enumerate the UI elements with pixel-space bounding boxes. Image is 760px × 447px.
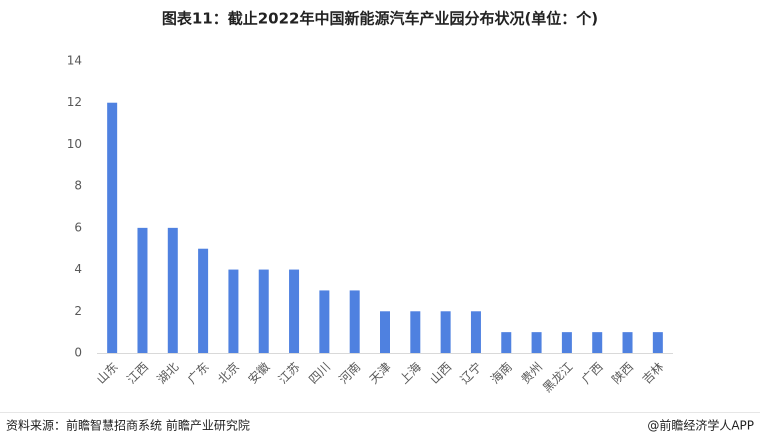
bar	[410, 311, 421, 353]
x-tick-label: 天津	[367, 360, 394, 387]
x-tick-label: 湖北	[154, 359, 182, 387]
x-tick-label: 河南	[336, 359, 364, 387]
y-tick-label: 8	[74, 179, 82, 193]
bar	[258, 269, 269, 353]
bar	[107, 102, 118, 353]
x-tick-label: 陕西	[609, 359, 637, 387]
x-tick-label: 上海	[396, 359, 424, 387]
x-tick-label: 海南	[487, 359, 515, 387]
x-tick-label: 广东	[185, 360, 212, 387]
chart-title: 图表11：截止2022年中国新能源汽车产业园分布状况(单位：个)	[162, 10, 598, 28]
brand: @前瞻经济学人APP	[647, 418, 754, 433]
x-tick-label: 吉林	[640, 360, 667, 387]
bar	[349, 290, 360, 353]
bar	[137, 227, 148, 353]
bar	[167, 227, 178, 353]
bar	[622, 332, 633, 353]
bar	[470, 311, 481, 353]
bar	[319, 290, 330, 353]
x-tick-label: 黑龙江	[540, 360, 575, 395]
y-tick-label: 6	[74, 220, 82, 234]
bar	[228, 269, 239, 353]
x-tick-label: 北京	[215, 360, 242, 387]
y-tick-label: 2	[74, 304, 82, 318]
bar	[198, 248, 209, 353]
y-tick-label: 4	[74, 262, 82, 276]
x-tick-label: 山西	[427, 360, 454, 387]
bar	[501, 332, 512, 353]
bar	[531, 332, 542, 353]
bar	[440, 311, 451, 353]
x-tick-label: 贵州	[518, 360, 545, 387]
y-tick-label: 0	[74, 346, 82, 360]
y-tick-label: 14	[67, 54, 82, 68]
y-tick-label: 10	[67, 137, 82, 151]
x-tick-label: 广西	[579, 360, 606, 387]
bar	[592, 332, 603, 353]
x-tick-label: 安徽	[245, 359, 273, 387]
source: 资料来源：前瞻智慧招商系统 前瞻产业研究院	[6, 418, 250, 433]
y-tick-label: 12	[67, 95, 82, 109]
bar	[561, 332, 572, 353]
x-tick-label: 辽宁	[457, 359, 485, 387]
bar	[380, 311, 390, 353]
x-tick-label: 江苏	[276, 360, 303, 387]
x-tick-label: 江西	[124, 360, 151, 387]
x-tick-label: 四川	[306, 360, 333, 387]
bar	[289, 269, 300, 353]
x-tick-label: 山东	[94, 360, 121, 387]
bar	[652, 332, 663, 353]
